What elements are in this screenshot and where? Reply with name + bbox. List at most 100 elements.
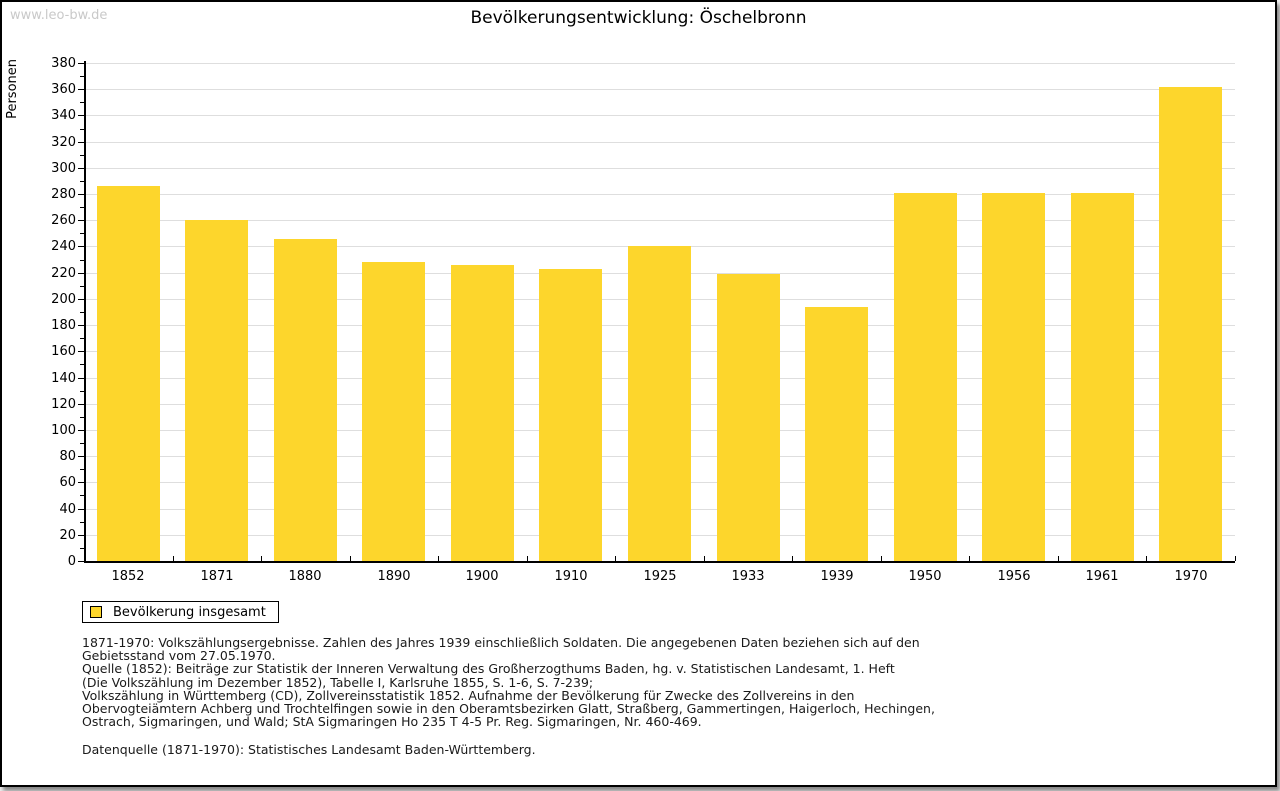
y-axis-tick-label: 340 [51, 108, 76, 123]
y-axis-major-tick [78, 509, 84, 510]
y-axis-minor-tick [80, 207, 84, 208]
y-axis-minor-tick [80, 495, 84, 496]
y-axis-major-tick [78, 456, 84, 457]
y-axis-major-tick [78, 325, 84, 326]
y-axis-major-tick [78, 168, 84, 169]
bar [362, 262, 425, 561]
x-axis-tick-label: 1880 [288, 569, 322, 584]
y-axis-major-tick [78, 482, 84, 483]
y-axis-major-tick [78, 63, 84, 64]
y-axis-tick-label: 140 [51, 371, 76, 386]
y-axis-major-tick [78, 273, 84, 274]
x-axis-tick-label: 1925 [643, 569, 677, 584]
y-axis-tick-label: 220 [51, 266, 76, 281]
x-axis-tick [792, 556, 793, 561]
x-axis-tick-label: 1933 [731, 569, 765, 584]
x-axis-tick-label: 1852 [111, 569, 145, 584]
y-axis-major-tick [78, 351, 84, 352]
chart-title: Bevölkerungsentwicklung: Öschelbronn [470, 8, 807, 28]
y-axis-major-tick [78, 89, 84, 90]
x-axis-line [84, 561, 1235, 563]
y-axis-tick-label: 200 [51, 292, 76, 307]
bar [274, 239, 337, 561]
x-axis-tick [438, 556, 439, 561]
gridline [84, 194, 1235, 195]
y-axis-tick-label: 80 [59, 449, 76, 464]
y-axis-major-tick [78, 378, 84, 379]
y-axis-minor-tick [80, 286, 84, 287]
x-axis-tick [1058, 556, 1059, 561]
bar [185, 220, 248, 561]
y-axis-minor-tick [80, 417, 84, 418]
y-axis-tick-label: 380 [51, 56, 76, 71]
footnote-line: Gebietsstand vom 27.05.1970. [82, 648, 276, 664]
bar [717, 274, 780, 561]
y-axis-minor-tick [80, 76, 84, 77]
footnote-line: 1871-1970: Volkszählungsergebnisse. Zahl… [82, 635, 920, 650]
footnotes: 1871-1970: Volkszählungsergebnisse. Zahl… [82, 635, 935, 730]
x-axis-tick-label: 1950 [908, 569, 942, 584]
bar [539, 269, 602, 561]
y-axis-line [84, 61, 86, 563]
y-axis-tick-label: 20 [59, 528, 76, 543]
datasource-line: Datenquelle (1871-1970): Statistisches L… [82, 742, 536, 757]
y-axis-minor-tick [80, 522, 84, 523]
y-axis-minor-tick [80, 469, 84, 470]
y-axis-major-tick [78, 299, 84, 300]
x-axis-tick-label: 1956 [997, 569, 1031, 584]
bar [451, 265, 514, 561]
x-axis-tick-label: 1910 [554, 569, 588, 584]
y-axis-major-tick [78, 115, 84, 116]
gridline [84, 89, 1235, 90]
gridline [84, 63, 1235, 64]
x-axis-tick-label: 1970 [1174, 569, 1208, 584]
footnote-line: Ostrach, Sigmaringen, und Wald; StA Sigm… [82, 714, 702, 730]
gridline [84, 142, 1235, 143]
y-axis-major-tick [78, 535, 84, 536]
x-axis-tick [173, 556, 174, 561]
y-axis-minor-tick [80, 548, 84, 549]
y-axis-minor-tick [80, 312, 84, 313]
y-axis-tick-label: 360 [51, 82, 76, 97]
gridline [84, 115, 1235, 116]
x-axis-tick [350, 556, 351, 561]
y-axis-tick-label: 260 [51, 213, 76, 228]
y-axis-minor-tick [80, 129, 84, 130]
x-axis-tick-label: 1890 [377, 569, 411, 584]
gridline [84, 168, 1235, 169]
bar [628, 246, 691, 561]
legend-label: Bevölkerung insgesamt [113, 604, 266, 620]
y-axis-major-tick [78, 404, 84, 405]
y-axis-minor-tick [80, 155, 84, 156]
x-axis-tick [615, 556, 616, 561]
x-axis-tick [261, 556, 262, 561]
legend-swatch-icon [90, 606, 102, 618]
bar [982, 193, 1045, 561]
y-axis-tick-label: 100 [51, 423, 76, 438]
y-axis-minor-tick [80, 102, 84, 103]
x-axis-tick-label: 1900 [465, 569, 499, 584]
x-axis-tick [881, 556, 882, 561]
footnote-line: (Die Volkszählung im Dezember 1852), Tab… [82, 674, 594, 690]
y-axis-tick-label: 300 [51, 161, 76, 176]
y-axis-minor-tick [80, 443, 84, 444]
bar [1159, 87, 1222, 561]
y-axis-tick-label: 0 [67, 554, 76, 569]
x-axis-tick-label: 1871 [200, 569, 234, 584]
x-axis-tick-label: 1961 [1085, 569, 1119, 584]
footnote-line: Obervogteiämtern Achberg und Trochtelfin… [82, 701, 935, 717]
y-axis-tick-label: 240 [51, 239, 76, 254]
y-axis-tick-label: 120 [51, 397, 76, 412]
x-axis-tick [969, 556, 970, 561]
y-axis-tick-label: 280 [51, 187, 76, 202]
y-axis-minor-tick [80, 181, 84, 182]
bar [97, 186, 160, 561]
y-axis-minor-tick [80, 233, 84, 234]
x-axis-tick [1146, 556, 1147, 561]
x-axis-tick-label: 1939 [820, 569, 854, 584]
y-axis-major-tick [78, 142, 84, 143]
gridline [84, 220, 1235, 221]
x-axis-tick [704, 556, 705, 561]
